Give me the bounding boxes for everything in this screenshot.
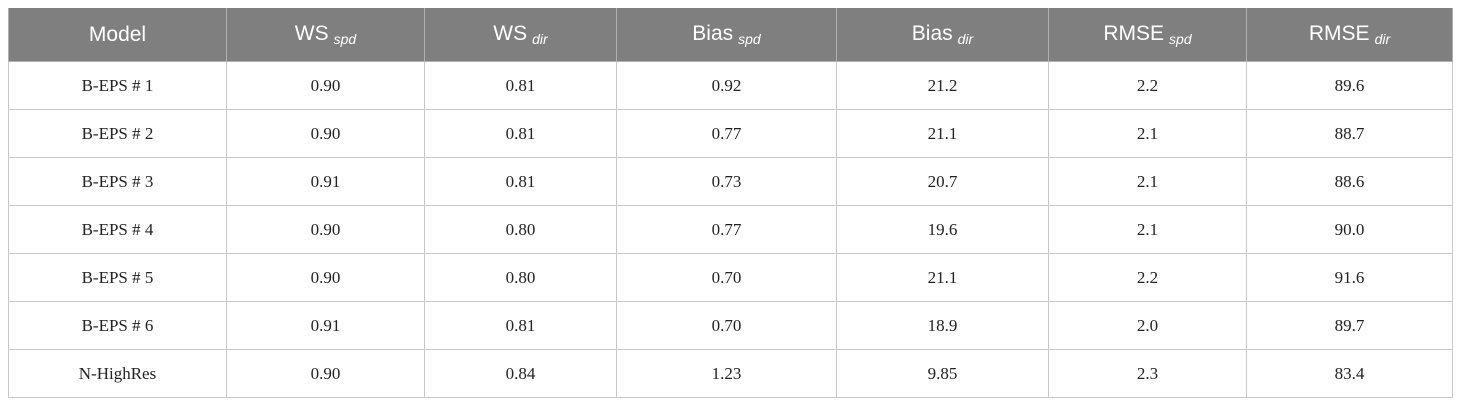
model-cell: B-EPS # 1 [8, 61, 227, 110]
table-row: B-EPS # 6 0.91 0.81 0.70 18.9 2.0 89.7 [8, 301, 1453, 350]
value-cell: 89.7 [1246, 301, 1453, 350]
value-cell: 0.91 [226, 157, 425, 206]
value-cell: 0.81 [424, 109, 617, 158]
header-text: Bias [692, 22, 734, 45]
value-cell: 2.2 [1048, 253, 1247, 302]
value-cell: 1.23 [616, 349, 837, 398]
header-text: Model [88, 22, 147, 46]
header-cell: RMSE dir [1246, 8, 1453, 62]
value-cell: 2.1 [1048, 205, 1247, 254]
value-cell: 88.6 [1246, 157, 1453, 206]
value-cell: 2.2 [1048, 61, 1247, 110]
value-cell: 18.9 [836, 301, 1049, 350]
value-cell: 0.80 [424, 205, 617, 254]
header-cell: Bias spd [616, 8, 837, 62]
value-cell: 0.90 [226, 349, 425, 398]
header-subscript: dir [1374, 31, 1391, 47]
value-cell: 0.84 [424, 349, 617, 398]
header-cell: WS dir [424, 8, 617, 62]
results-table: Model WS spd WS dir Bias spd Bias dir RMSE spd RMSE… [8, 8, 1453, 398]
header-subscript: spd [738, 31, 761, 47]
header-cell: RMSE spd [1048, 8, 1247, 62]
value-cell: 2.3 [1048, 349, 1247, 398]
table-row: B-EPS # 4 0.90 0.80 0.77 19.6 2.1 90.0 [8, 205, 1453, 254]
model-cell: B-EPS # 6 [8, 301, 227, 350]
value-cell: 19.6 [836, 205, 1049, 254]
table-row: N-HighRes 0.90 0.84 1.23 9.85 2.3 83.4 [8, 349, 1453, 398]
value-cell: 21.1 [836, 109, 1049, 158]
table-row: B-EPS # 3 0.91 0.81 0.73 20.7 2.1 88.6 [8, 157, 1453, 206]
value-cell: 2.1 [1048, 109, 1247, 158]
header-subscript: dir [532, 31, 548, 47]
value-cell: 90.0 [1246, 205, 1453, 254]
value-cell: 20.7 [836, 157, 1049, 206]
value-cell: 2.0 [1048, 301, 1247, 350]
header-text: RMSE [1103, 22, 1165, 45]
header-text: WS [294, 22, 329, 45]
header-cell: Model [8, 8, 227, 62]
table-row: B-EPS # 1 0.90 0.81 0.92 21.2 2.2 89.6 [8, 61, 1453, 110]
value-cell: 0.70 [616, 301, 837, 350]
value-cell: 0.91 [226, 301, 425, 350]
value-cell: 0.77 [616, 205, 837, 254]
value-cell: 0.81 [424, 61, 617, 110]
value-cell: 0.92 [616, 61, 837, 110]
value-cell: 0.90 [226, 61, 425, 110]
header-cell: WS spd [226, 8, 425, 62]
value-cell: 0.77 [616, 109, 837, 158]
value-cell: 2.1 [1048, 157, 1247, 206]
header-subscript: spd [1169, 31, 1192, 47]
value-cell: 83.4 [1246, 349, 1453, 398]
value-cell: 21.2 [836, 61, 1049, 110]
value-cell: 0.90 [226, 253, 425, 302]
value-cell: 0.80 [424, 253, 617, 302]
header-row: Model WS spd WS dir Bias spd Bias dir RMSE spd RMSE… [8, 8, 1453, 62]
value-cell: 21.1 [836, 253, 1049, 302]
value-cell: 0.81 [424, 157, 617, 206]
value-cell: 91.6 [1246, 253, 1453, 302]
table-container: Model WS spd WS dir Bias spd Bias dir RMSE spd RMSE… [8, 8, 1453, 398]
model-cell: B-EPS # 3 [8, 157, 227, 206]
value-cell: 9.85 [836, 349, 1049, 398]
model-cell: B-EPS # 5 [8, 253, 227, 302]
value-cell: 89.6 [1246, 61, 1453, 110]
table-body: B-EPS # 1 0.90 0.81 0.92 21.2 2.2 89.6 B-EPS # … [8, 61, 1453, 398]
header-text: Bias [911, 22, 953, 45]
model-cell: N-HighRes [8, 349, 227, 398]
header-subscript: spd [333, 31, 357, 47]
header-text: RMSE [1308, 22, 1370, 45]
model-cell: B-EPS # 4 [8, 205, 227, 254]
value-cell: 0.73 [616, 157, 837, 206]
value-cell: 0.90 [226, 205, 425, 254]
header-text: WS [493, 22, 528, 45]
table-row: B-EPS # 5 0.90 0.80 0.70 21.1 2.2 91.6 [8, 253, 1453, 302]
model-cell: B-EPS # 2 [8, 109, 227, 158]
value-cell: 0.70 [616, 253, 837, 302]
value-cell: 0.81 [424, 301, 617, 350]
table-header: Model WS spd WS dir Bias spd Bias dir RMSE spd RMSE… [8, 8, 1453, 62]
table-row: B-EPS # 2 0.90 0.81 0.77 21.1 2.1 88.7 [8, 109, 1453, 158]
header-cell: Bias dir [836, 8, 1049, 62]
header-subscript: dir [957, 31, 974, 47]
value-cell: 0.90 [226, 109, 425, 158]
value-cell: 88.7 [1246, 109, 1453, 158]
